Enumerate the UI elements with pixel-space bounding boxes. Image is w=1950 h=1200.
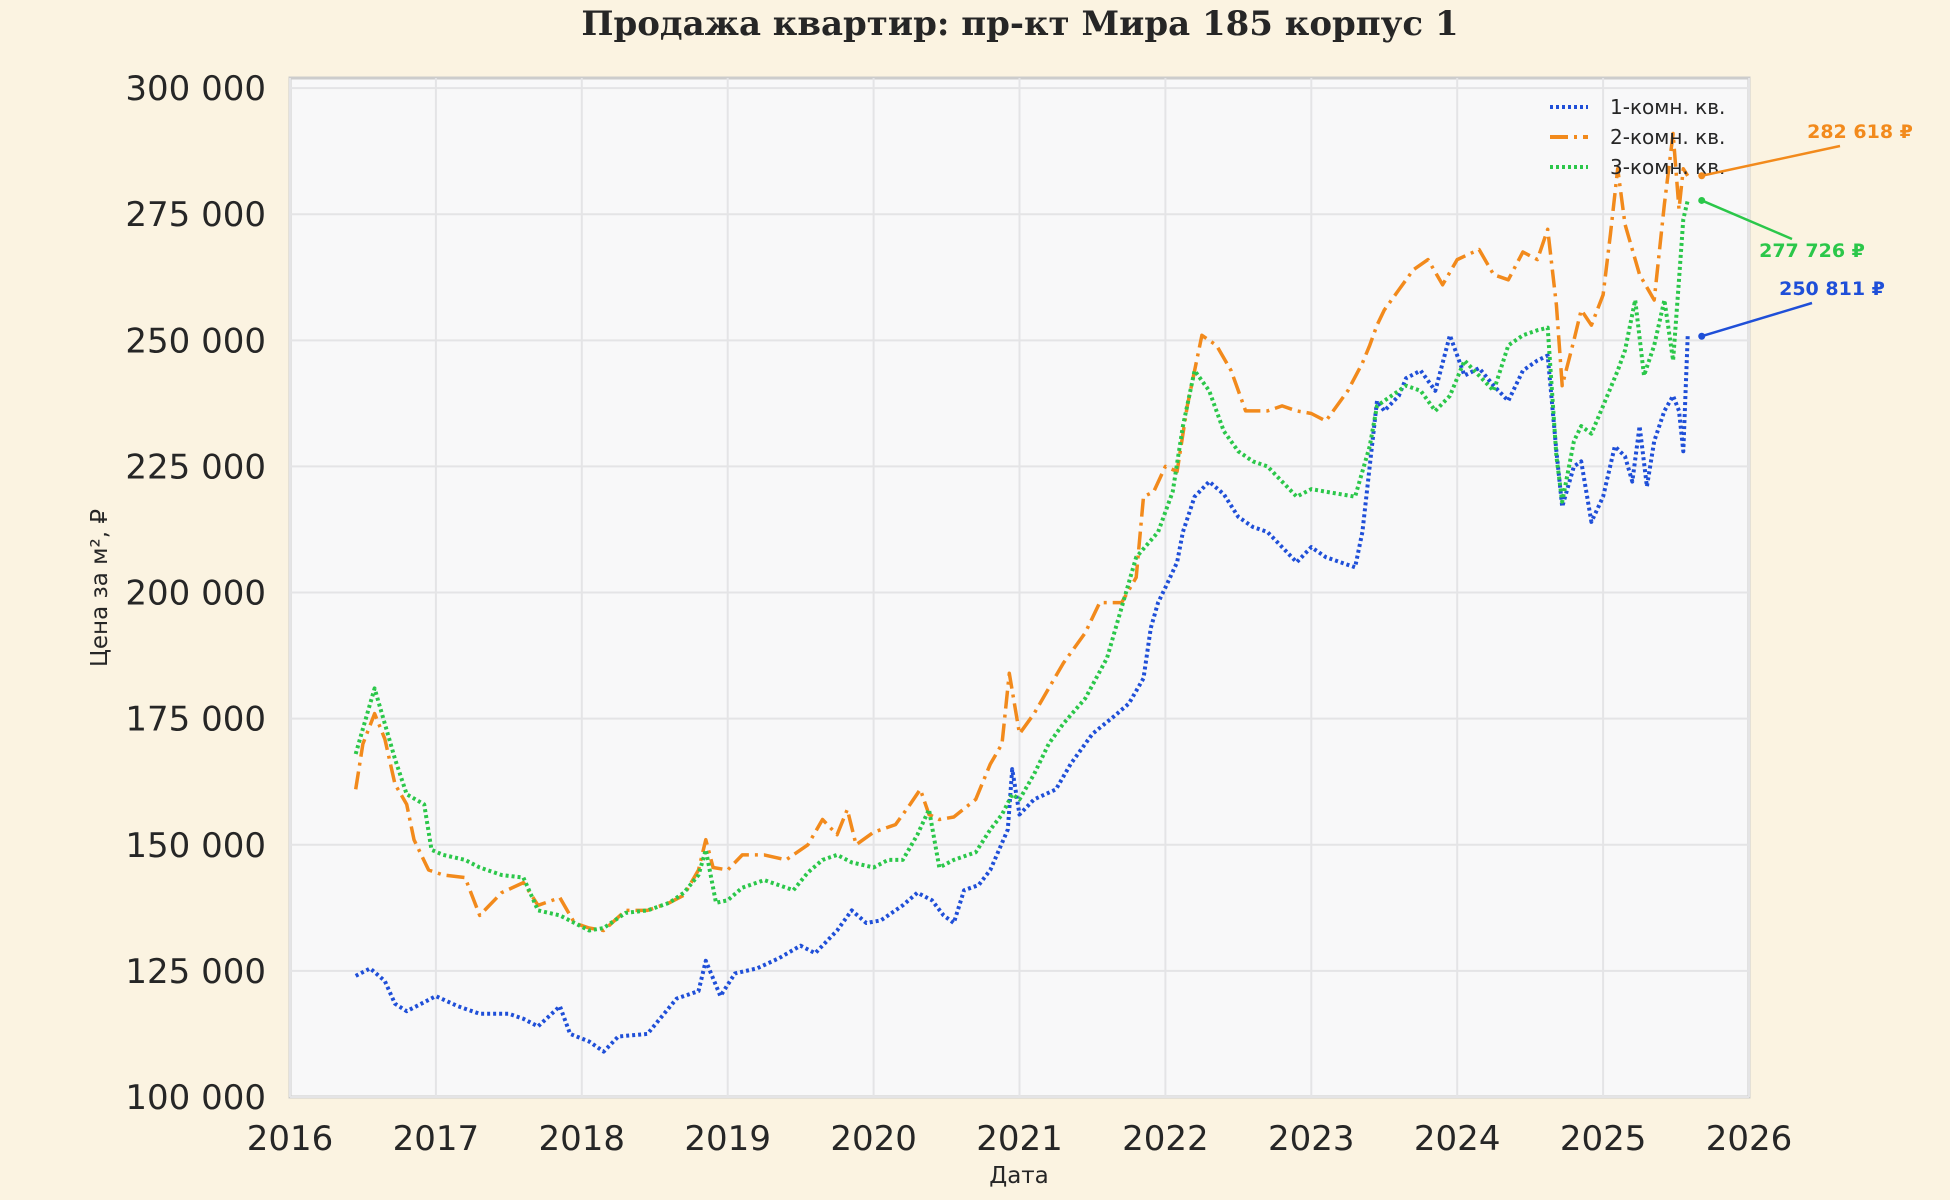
y-tick-label: 300 000	[125, 69, 266, 109]
y-tick-label: 250 000	[125, 321, 266, 361]
annotations: 282 618 ₽ 277 726 ₽ 250 811 ₽	[1698, 121, 1913, 340]
x-tick-label: 2023	[1268, 1119, 1355, 1159]
legend-label-2: 2-комн. кв.	[1610, 125, 1725, 149]
y-tick-label: 275 000	[125, 195, 266, 235]
legend: 1-комн. кв.2-комн. кв.3-комн. кв.	[1550, 95, 1725, 179]
annotation-point	[1698, 172, 1706, 180]
x-tick-label: 2022	[1122, 1119, 1209, 1159]
annotation-point	[1698, 196, 1706, 204]
x-axis-label: Дата	[989, 1163, 1049, 1189]
chart-title: Продажа квартир: пр-кт Мира 185 корпус 1	[581, 4, 1458, 44]
annotation-arrow	[1701, 144, 1841, 177]
annotation-arrow	[1701, 301, 1813, 338]
legend-label-1: 1-комн. кв.	[1610, 95, 1725, 119]
annotation-label-2: 282 618 ₽	[1807, 121, 1913, 143]
series-line-1	[354, 333, 1690, 1054]
x-tick-label: 2016	[247, 1119, 334, 1159]
y-axis: 100 000 125 000 150 000 175 000 200 000 225 0…	[125, 69, 266, 1118]
y-tick-label: 175 000	[125, 700, 266, 740]
y-tick-label: 125 000	[125, 952, 266, 992]
y-tick-label: 150 000	[125, 826, 266, 866]
x-axis: 2016 2017 2018 2019 2020 2021 2022 2023 2024 2025…	[247, 1119, 1793, 1159]
y-tick-label: 100 000	[125, 1078, 266, 1118]
x-tick-label: 2024	[1414, 1119, 1501, 1159]
grid	[289, 78, 1750, 1098]
x-tick-label: 2018	[539, 1119, 626, 1159]
x-tick-label: 2026	[1706, 1119, 1793, 1159]
annotation-label-1: 250 811 ₽	[1779, 278, 1885, 300]
x-tick-label: 2025	[1560, 1119, 1647, 1159]
x-tick-label: 2017	[393, 1119, 480, 1159]
y-tick-label: 200 000	[125, 574, 266, 614]
y-axis-label: Цена за м², ₽	[87, 509, 113, 667]
annotation-label-3: 277 726 ₽	[1759, 240, 1865, 262]
annotation-arrow	[1701, 199, 1793, 241]
x-tick-label: 2019	[684, 1119, 771, 1159]
annotation-point	[1698, 332, 1706, 340]
series-lines	[353, 131, 1690, 1054]
x-tick-label: 2021	[976, 1119, 1063, 1159]
x-tick-label: 2020	[830, 1119, 917, 1159]
y-tick-label: 225 000	[125, 447, 266, 487]
series-line-3	[353, 200, 1690, 933]
